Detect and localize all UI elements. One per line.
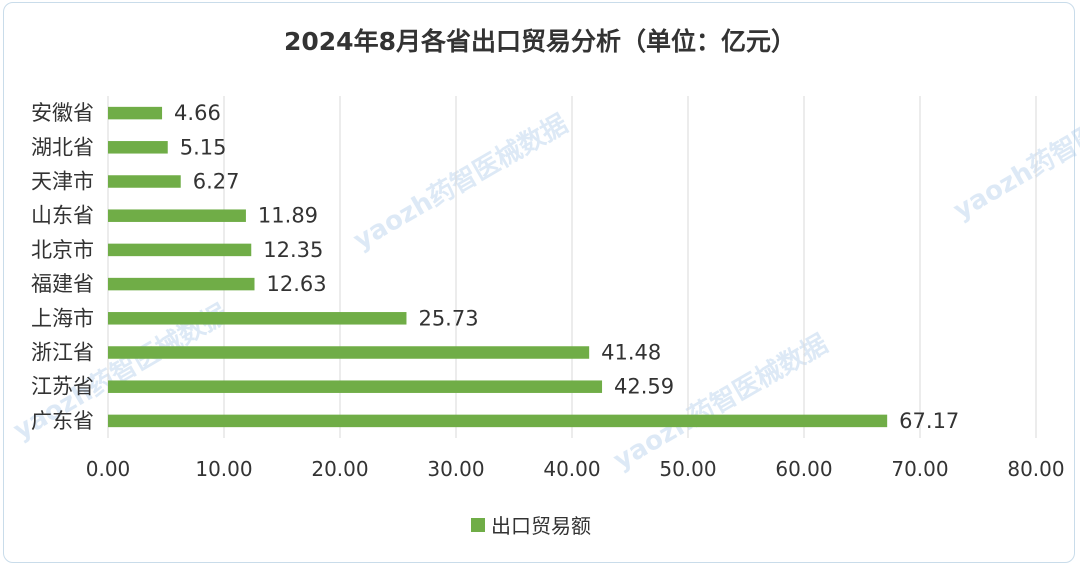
x-tick-label: 40.00 xyxy=(543,457,600,481)
category-label: 浙江省 xyxy=(31,341,94,365)
data-label: 67.17 xyxy=(899,409,959,433)
category-label: 安徽省 xyxy=(31,101,94,125)
x-tick-label: 50.00 xyxy=(659,457,716,481)
watermark: yaozh药智医械数据 xyxy=(949,79,1080,226)
bar xyxy=(108,346,590,359)
legend-label: 出口贸易额 xyxy=(491,514,591,538)
bar xyxy=(108,243,252,257)
category-label: 江苏省 xyxy=(31,375,94,399)
data-label: 4.66 xyxy=(174,101,221,125)
x-tick-label: 0.00 xyxy=(86,457,131,481)
category-label: 上海市 xyxy=(31,306,94,330)
x-tick-label: 80.00 xyxy=(1007,457,1064,481)
x-tick-label: 20.00 xyxy=(311,457,368,481)
category-label: 广东省 xyxy=(31,409,94,433)
x-tick-label: 30.00 xyxy=(427,457,484,481)
bar xyxy=(108,209,246,222)
bar xyxy=(108,380,603,393)
legend-swatch xyxy=(471,518,485,532)
category-label: 山东省 xyxy=(31,204,94,228)
data-label: 12.35 xyxy=(263,238,323,262)
bar xyxy=(108,312,407,325)
bar xyxy=(108,106,163,120)
watermark: yaozh药智医械数据 xyxy=(349,109,574,256)
x-tick-label: 70.00 xyxy=(891,457,948,481)
x-tick-label: 10.00 xyxy=(195,457,252,481)
bar xyxy=(108,277,255,291)
data-label: 41.48 xyxy=(601,341,661,365)
bar xyxy=(108,414,888,428)
bar xyxy=(108,141,168,154)
data-label: 42.59 xyxy=(614,375,674,399)
data-label: 25.73 xyxy=(418,306,478,330)
category-label: 福建省 xyxy=(31,272,94,296)
data-label: 5.15 xyxy=(180,135,227,159)
bar xyxy=(108,175,181,188)
data-label: 11.89 xyxy=(258,204,318,228)
x-tick-label: 60.00 xyxy=(775,457,832,481)
data-label: 12.63 xyxy=(267,272,327,296)
category-label: 北京市 xyxy=(31,238,94,262)
data-label: 6.27 xyxy=(193,170,240,194)
category-label: 湖北省 xyxy=(31,135,94,159)
chart-title: 2024年8月各省出口贸易分析（单位：亿元） xyxy=(284,27,796,56)
category-label: 天津市 xyxy=(31,170,94,194)
